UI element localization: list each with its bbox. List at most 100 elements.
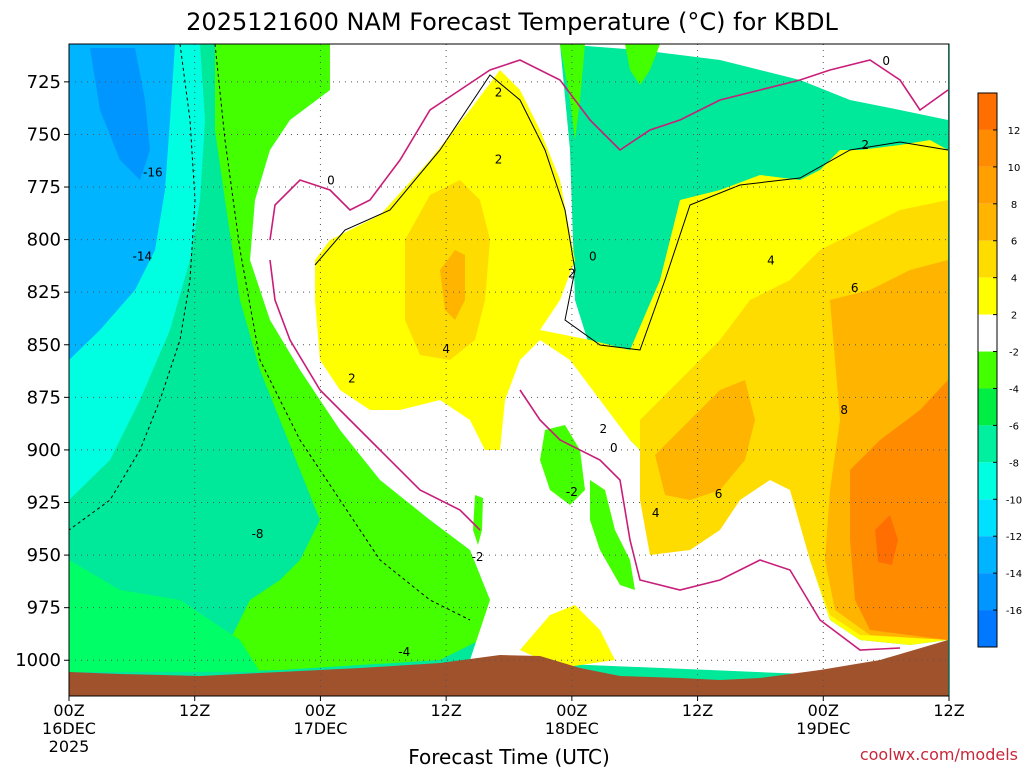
- colorbar-label: -16: [1006, 606, 1022, 617]
- contour-label: 2: [495, 153, 503, 167]
- grid-lines: [69, 44, 949, 696]
- contour-label: 0: [327, 174, 335, 188]
- colorbar-swatch: [978, 129, 997, 167]
- y-tick-label: 875: [27, 387, 61, 408]
- contour-label: 0: [610, 441, 618, 455]
- y-tick-label: 925: [27, 493, 61, 514]
- contour-pos-solid: [314, 74, 949, 351]
- y-tick-label: 800: [27, 230, 61, 251]
- region-green-pocket-small: [473, 495, 483, 545]
- contour-neg-dashed-2: [214, 43, 471, 621]
- x-tick-label: 12Z: [179, 701, 210, 720]
- y-axis: 725 750 775 800 825 850 875 900 925 950 975 1000: [15, 72, 69, 671]
- region-green-pocket-top: [560, 44, 585, 140]
- y-tick-label: 750: [27, 124, 61, 145]
- region-8-10: [850, 380, 948, 640]
- contour-label: 0: [882, 54, 890, 68]
- x-tick-label: 00Z: [53, 701, 84, 720]
- colorbar-frame: [977, 92, 998, 648]
- region-minus2-plus2-top: [560, 44, 948, 120]
- region-green-pocket-top2: [625, 44, 660, 85]
- colorbar-label: -4: [1009, 384, 1019, 395]
- region-green-pocket-mid: [540, 425, 585, 505]
- x-tick-label: 00Z: [556, 701, 587, 720]
- region-2-4-bottom: [520, 605, 615, 668]
- contour-label: -2: [472, 550, 484, 564]
- colorbar-swatch: [978, 351, 997, 389]
- y-tick-label: 975: [27, 598, 61, 619]
- colorbar-label: 8: [1011, 200, 1017, 211]
- contour-zero-magenta-3: [519, 389, 901, 651]
- y-tick-label: 725: [27, 72, 61, 93]
- colorbar-swatch: [978, 462, 997, 500]
- colorbar-swatch: [978, 93, 997, 130]
- contour-label: -16: [143, 165, 163, 179]
- region-6-8-mid: [655, 380, 755, 500]
- contour-label: -14: [133, 249, 153, 263]
- region-minus8-minus4: [69, 560, 260, 672]
- y-tick-label: 1000: [15, 650, 61, 671]
- colorbar-label: -12: [1006, 532, 1022, 543]
- contour-zero-magenta-2: [269, 259, 481, 531]
- colorbar-label: -6: [1009, 421, 1019, 432]
- colorbar-label: 10: [1008, 163, 1021, 174]
- plot-area: [68, 43, 949, 696]
- colorbar-swatch: [978, 277, 997, 315]
- y-tick-label: 825: [27, 282, 61, 303]
- contour-label: 2: [861, 138, 869, 152]
- x-tick-date: 19DEC: [796, 719, 850, 738]
- colorbar-label: 4: [1011, 274, 1017, 285]
- colorbar-swatch: [978, 610, 997, 647]
- x-tick-label: 00Z: [808, 701, 839, 720]
- region-minus14-minus12: [69, 44, 175, 360]
- contour-label: -2: [566, 485, 578, 499]
- contour-label: -8: [252, 527, 264, 541]
- plot-frame: [68, 43, 950, 697]
- region-10-12: [875, 515, 898, 565]
- colorbar-swatch: [978, 425, 997, 463]
- contour-label: 0: [589, 249, 597, 263]
- contour-label: 4: [442, 342, 450, 356]
- y-tick-label: 775: [27, 177, 61, 198]
- colorbar-swatch: [978, 573, 997, 611]
- colorbar-label: 12: [1008, 126, 1021, 137]
- colorbar-swatch: [978, 499, 997, 537]
- colorbar-label: 6: [1011, 237, 1017, 248]
- x-tick-label: 12Z: [933, 701, 964, 720]
- contour-label: 6: [715, 487, 723, 501]
- x-tick-label: 12Z: [430, 701, 461, 720]
- colorbar-swatch: [978, 388, 997, 426]
- colorbar-swatch: [978, 166, 997, 204]
- region-minus16-minus14: [90, 48, 150, 180]
- region-green-pocket-mid2: [590, 480, 635, 590]
- contour-label: 4: [652, 506, 660, 520]
- colorbar-swatch: [978, 240, 997, 278]
- colorbar-swatch: [978, 203, 997, 241]
- x-tick-year: 2025: [49, 737, 90, 756]
- contour-label: -4: [398, 645, 410, 659]
- x-tick-date: 17DEC: [293, 719, 347, 738]
- contour-zero-magenta: [269, 59, 949, 241]
- x-tick-label: 00Z: [305, 701, 336, 720]
- y-tick-label: 900: [27, 440, 61, 461]
- chart-title: 2025121600 NAM Forecast Temperature (°C)…: [186, 8, 838, 36]
- colorbar-label: -2: [1009, 348, 1019, 359]
- colorbar-swatch: [978, 314, 997, 352]
- contour-label: 6: [851, 281, 859, 295]
- contour-label: 2: [599, 422, 607, 436]
- ground-surface: [69, 640, 948, 696]
- contour-label: 8: [840, 403, 848, 417]
- contour-label: 2: [495, 85, 503, 99]
- x-axis-label: Forecast Time (UTC): [408, 745, 610, 768]
- region-minus4-minus2: [215, 44, 490, 672]
- contour-label: 2: [568, 266, 576, 280]
- credit-text: coolwx.com/models: [860, 745, 1018, 764]
- x-tick-date: 16DEC: [42, 719, 96, 738]
- contour-neg-dashed: [68, 43, 196, 531]
- y-tick-label: 950: [27, 545, 61, 566]
- x-tick-label: 12Z: [682, 701, 713, 720]
- x-tick-date: 18DEC: [545, 719, 599, 738]
